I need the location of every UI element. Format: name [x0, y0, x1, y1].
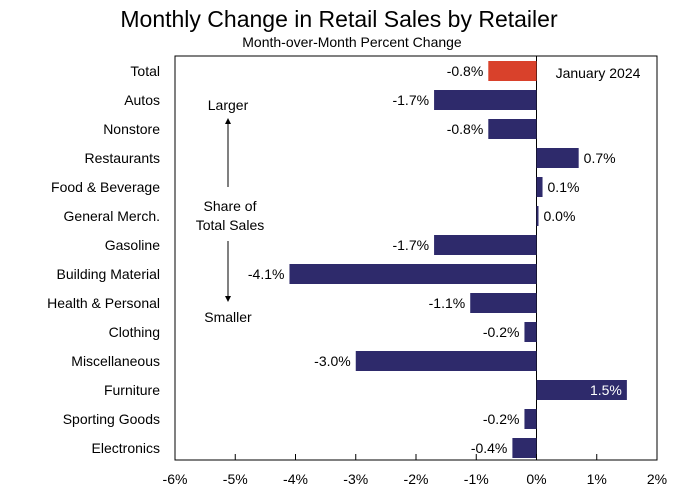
- bar-12: [524, 409, 537, 429]
- annotation-smaller: Smaller: [204, 309, 252, 325]
- bar-2: [488, 119, 537, 139]
- x-tick-label: -5%: [223, 471, 248, 487]
- value-label: 0.7%: [584, 150, 616, 166]
- bar-10: [355, 351, 537, 371]
- category-label: Clothing: [109, 324, 160, 340]
- arrow-down-head: [225, 296, 231, 302]
- x-tick-label: 1%: [587, 471, 607, 487]
- value-label: -0.8%: [447, 63, 484, 79]
- category-label: Food & Beverage: [51, 179, 160, 195]
- legend-label: January 2024: [556, 65, 641, 81]
- value-label: -4.1%: [248, 266, 285, 282]
- bar-0: [488, 61, 537, 81]
- annotation-larger: Larger: [208, 97, 249, 113]
- value-label: 0.1%: [548, 179, 580, 195]
- category-label: Sporting Goods: [63, 411, 160, 427]
- category-label: Total: [130, 63, 160, 79]
- x-tick-label: 0%: [526, 471, 546, 487]
- value-label: -1.7%: [392, 92, 429, 108]
- bar-8: [470, 293, 537, 313]
- value-label: -1.1%: [429, 295, 466, 311]
- value-label: -1.7%: [392, 237, 429, 253]
- category-label: Furniture: [104, 382, 160, 398]
- x-tick-label: -2%: [404, 471, 429, 487]
- chart-subtitle: Month-over-Month Percent Change: [242, 34, 462, 50]
- value-label: -0.2%: [483, 411, 520, 427]
- bar-5: [536, 206, 539, 226]
- value-label: 0.0%: [544, 208, 576, 224]
- bar-6: [434, 235, 537, 255]
- x-tick-label: 2%: [647, 471, 667, 487]
- arrow-up-head: [225, 118, 231, 124]
- category-label: Restaurants: [85, 150, 160, 166]
- category-label: Gasoline: [105, 237, 160, 253]
- category-label: Health & Personal: [47, 295, 160, 311]
- value-label: -0.4%: [471, 440, 508, 456]
- value-label: 1.5%: [590, 382, 622, 398]
- annotation-share-line1: Share of: [204, 198, 257, 214]
- chart-title: Monthly Change in Retail Sales by Retail…: [120, 6, 558, 32]
- category-label: General Merch.: [64, 208, 160, 224]
- category-label: Electronics: [92, 440, 160, 456]
- category-label: Miscellaneous: [71, 353, 160, 369]
- value-label: -3.0%: [314, 353, 351, 369]
- x-tick-label: -6%: [163, 471, 188, 487]
- x-tick-label: -3%: [343, 471, 368, 487]
- bar-4: [536, 177, 543, 197]
- bar-9: [524, 322, 537, 342]
- x-tick-label: -1%: [464, 471, 489, 487]
- bar-13: [512, 438, 537, 458]
- value-label: -0.2%: [483, 324, 520, 340]
- bar-7: [289, 264, 537, 284]
- bar-3: [536, 148, 579, 168]
- bar-11: [536, 380, 627, 400]
- x-tick-label: -4%: [283, 471, 308, 487]
- category-label: Nonstore: [103, 121, 160, 137]
- value-label: -0.8%: [447, 121, 484, 137]
- bar-1: [434, 90, 537, 110]
- category-label: Autos: [124, 92, 160, 108]
- annotation-share-line2: Total Sales: [196, 217, 264, 233]
- category-label: Building Material: [57, 266, 161, 282]
